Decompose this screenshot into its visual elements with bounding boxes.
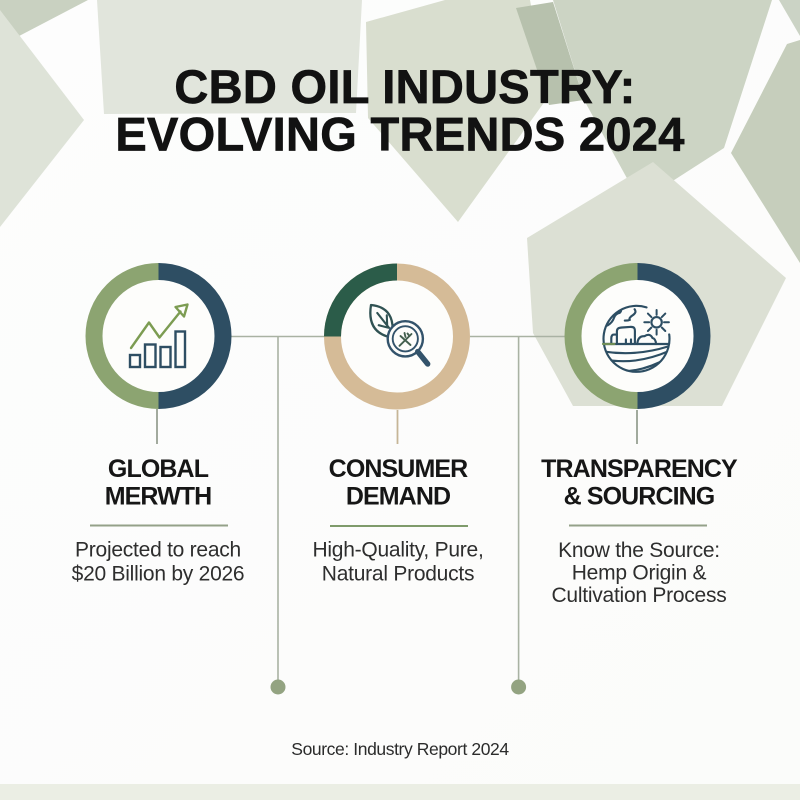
svg-text:Hemp Origin &: Hemp Origin & [572,562,707,585]
svg-text:$20 Billion by 2026: $20 Billion by 2026 [72,563,245,586]
svg-text:Natural Products: Natural Products [322,563,474,586]
svg-text:CBD OIL INDUSTRY:: CBD OIL INDUSTRY: [174,60,635,113]
svg-text:Cultivation Process: Cultivation Process [552,584,727,607]
svg-text:CONSUMER: CONSUMER [329,455,468,483]
svg-text:TRANSPARENCY: TRANSPARENCY [541,455,738,483]
svg-text:High-Quality, Pure,: High-Quality, Pure, [312,539,483,562]
svg-text:DEMAND: DEMAND [346,483,450,511]
svg-text:GLOBAL: GLOBAL [108,455,209,483]
svg-text:Projected to reach: Projected to reach [75,539,241,562]
svg-text:Source: Industry Report 2024: Source: Industry Report 2024 [291,739,509,759]
svg-text:MERWTH: MERWTH [105,483,212,511]
svg-text:& SOURCING: & SOURCING [564,483,715,511]
svg-text:EVOLVING TRENDS 2024: EVOLVING TRENDS 2024 [115,108,684,161]
svg-text:Know the Source:: Know the Source: [558,539,720,562]
